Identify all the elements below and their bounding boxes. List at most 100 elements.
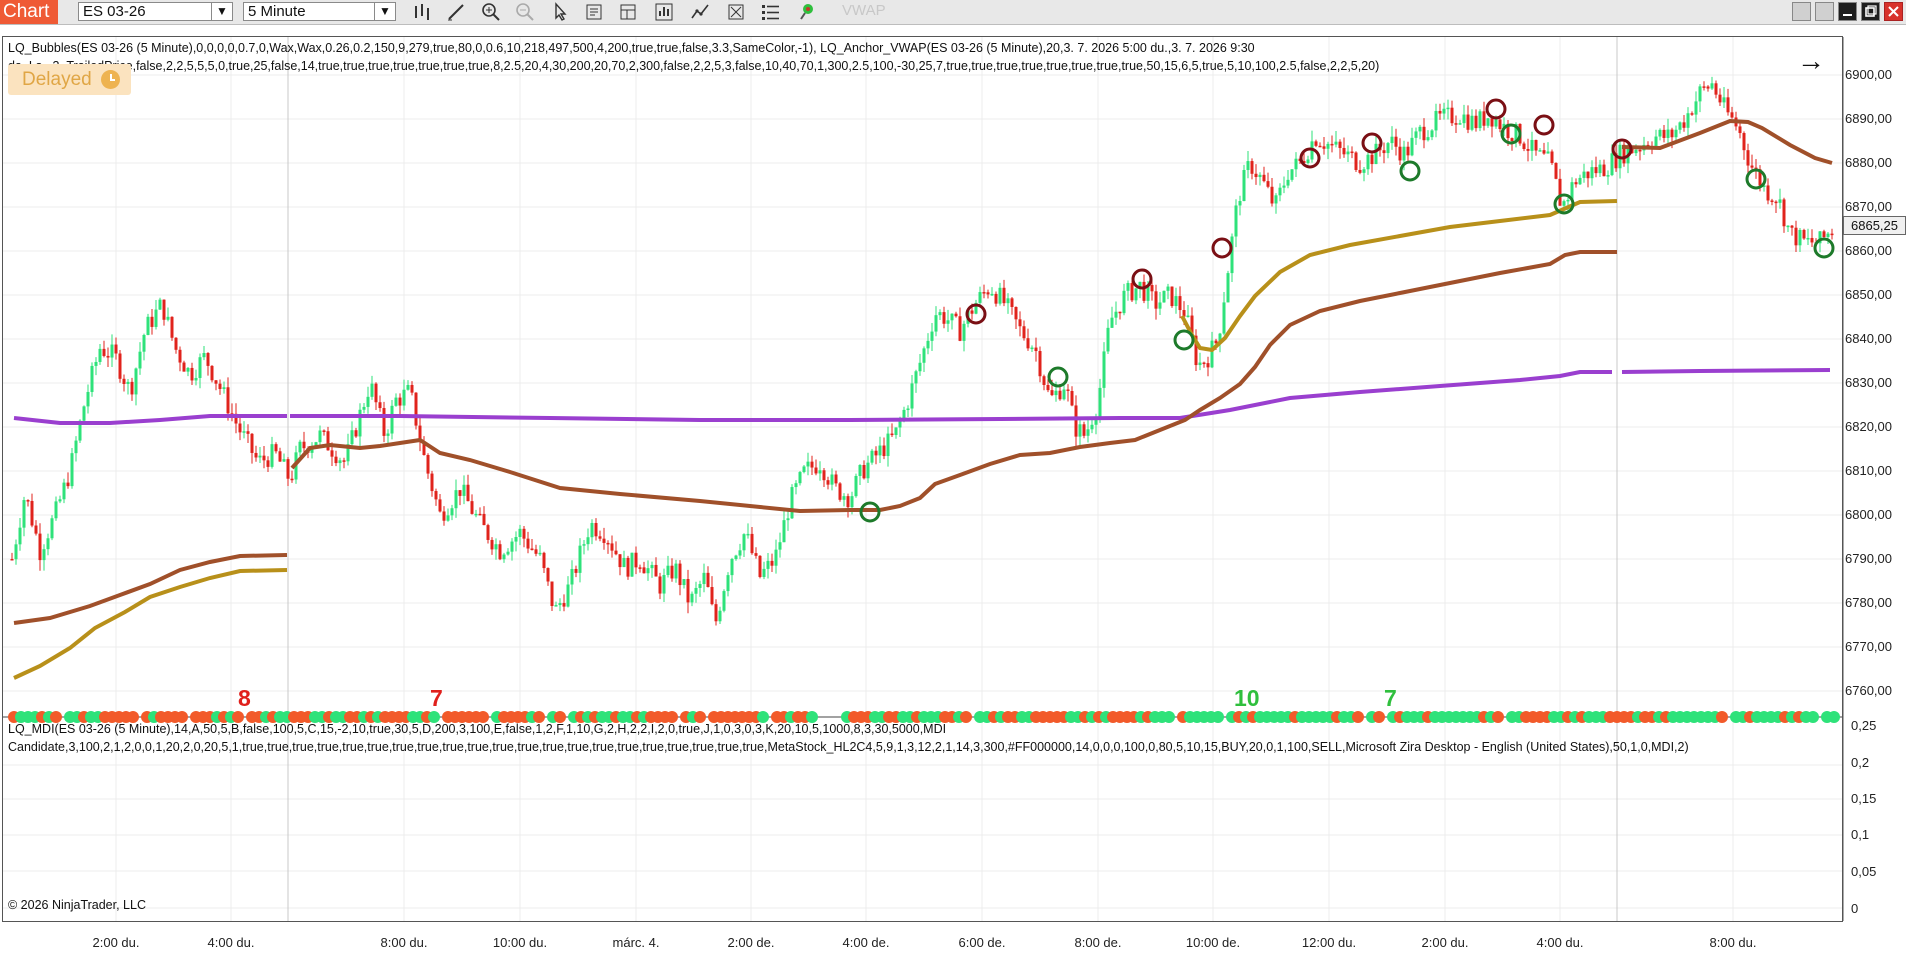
candle-body: [1574, 182, 1578, 185]
candle-body: [390, 405, 394, 434]
candle-body: [1494, 119, 1498, 127]
data-box-icon[interactable]: [584, 2, 606, 22]
candle-body: [46, 538, 50, 550]
candle-body: [1166, 286, 1170, 291]
arrow-right-icon[interactable]: →: [1797, 45, 1825, 76]
candle-body: [1070, 390, 1074, 406]
candle-body: [666, 565, 670, 576]
chevron-down-icon[interactable]: ▼: [374, 3, 395, 20]
candle-body: [1082, 424, 1086, 436]
candle-body: [538, 552, 542, 555]
candle-body: [1670, 129, 1674, 138]
window-option-button[interactable]: [1815, 2, 1834, 21]
candle-body: [1466, 114, 1470, 130]
candle-body: [486, 525, 490, 540]
candle-body: [1066, 389, 1070, 391]
candle-body: [1410, 137, 1414, 156]
candle-body: [1794, 227, 1798, 246]
time-tick: 2:00 du.: [1421, 935, 1469, 950]
candle-body: [510, 541, 514, 552]
bar-style-icon[interactable]: [412, 2, 434, 22]
candle-body: [1178, 296, 1182, 311]
candle-body: [1234, 205, 1238, 237]
candle-body: [514, 536, 518, 542]
candle-body: [614, 550, 618, 555]
candle-body: [446, 515, 450, 521]
candle-body: [478, 513, 482, 516]
candle-body: [662, 575, 666, 594]
pin-icon[interactable]: [796, 2, 818, 22]
candle-body: [1490, 118, 1494, 127]
anchor-vwap-brown-3: [1621, 118, 1833, 165]
candle-body: [22, 500, 26, 528]
candle-body: [570, 568, 574, 585]
sell-bubble-marker: [1611, 138, 1633, 160]
candle-body: [502, 554, 506, 560]
candle-body: [398, 397, 402, 406]
candle-body: [198, 357, 202, 378]
candle-body: [1694, 101, 1698, 115]
mdi-dot: [127, 711, 139, 723]
mdi-dot: [694, 711, 706, 723]
candle-body: [686, 579, 690, 603]
template-icon[interactable]: [618, 2, 640, 22]
buy-bubble-marker: [1047, 366, 1069, 388]
indicators-icon[interactable]: [654, 2, 676, 22]
drawing-tool-icon[interactable]: [446, 2, 468, 22]
zoom-in-icon[interactable]: [480, 2, 502, 22]
candle-body: [102, 348, 106, 356]
zoom-out-icon[interactable]: [514, 2, 536, 22]
candle-body: [1450, 107, 1454, 124]
candle-body: [890, 433, 894, 436]
list-icon[interactable]: [760, 2, 782, 22]
maximize-button[interactable]: [1861, 2, 1880, 21]
interval-value: 5 Minute: [248, 3, 306, 20]
pointer-icon[interactable]: [550, 2, 572, 22]
candle-body: [1306, 159, 1310, 163]
buy-bubble-marker: [1399, 160, 1421, 182]
candle-body: [130, 381, 134, 395]
candle-body: [926, 340, 930, 349]
candle-body: [342, 460, 346, 462]
strategy-icon[interactable]: [690, 2, 712, 22]
candle-body: [730, 559, 734, 576]
count-label: 8: [238, 685, 251, 711]
candle-body: [1778, 199, 1782, 203]
instrument-selector[interactable]: ES 03-26 ▼: [78, 2, 233, 21]
candle-body: [914, 371, 918, 384]
candle-body: [1786, 225, 1790, 228]
candle-body: [154, 309, 158, 327]
time-tick: 8:00 du.: [380, 935, 428, 950]
candle-body: [1678, 122, 1682, 130]
chevron-down-icon[interactable]: ▼: [211, 3, 232, 20]
minimize-button[interactable]: [1838, 2, 1857, 21]
candle-body: [1570, 182, 1574, 200]
candle-body: [1634, 149, 1638, 154]
candle-body: [1550, 151, 1554, 163]
candle-body: [618, 554, 622, 568]
candle-body: [1754, 167, 1758, 170]
candle-body: [1206, 363, 1210, 368]
candle-body: [1062, 389, 1066, 400]
candle-body: [1822, 231, 1826, 238]
candle-body: [622, 557, 626, 568]
candle-body: [1230, 236, 1234, 274]
candle-body: [798, 472, 802, 484]
candle-body: [1474, 115, 1478, 129]
candle-body: [714, 604, 718, 622]
candle-body: [994, 293, 998, 304]
candle-body: [1578, 177, 1582, 185]
window-option-button[interactable]: [1792, 2, 1811, 21]
candle-body: [1810, 237, 1814, 243]
interval-selector[interactable]: 5 Minute ▼: [243, 2, 396, 21]
candle-body: [314, 442, 318, 447]
candle-body: [814, 467, 818, 474]
chart-tab[interactable]: Chart: [0, 0, 58, 24]
properties-icon[interactable]: [726, 2, 748, 22]
close-button[interactable]: [1884, 2, 1903, 21]
candle-body: [1498, 119, 1502, 129]
candle-body: [1050, 390, 1054, 396]
candle-body: [1806, 237, 1810, 240]
candle-body: [142, 334, 146, 352]
